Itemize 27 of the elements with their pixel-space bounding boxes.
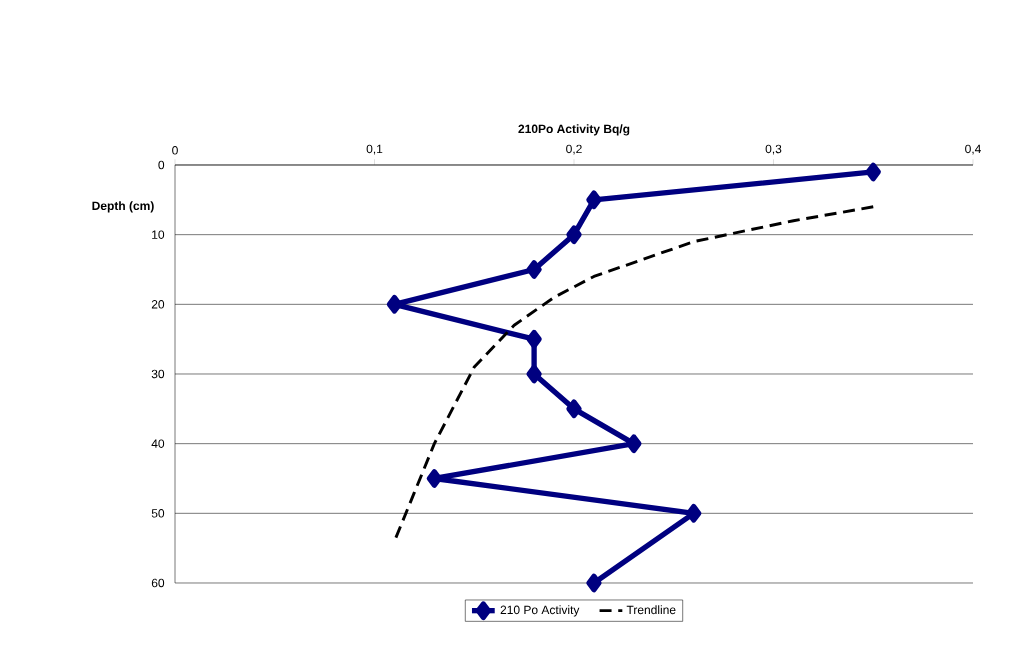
point — [586, 573, 602, 593]
point — [586, 190, 602, 210]
y-axis-title: Depth (cm) — [92, 201, 154, 213]
x-tick-label: 0,2 — [566, 144, 582, 155]
legend-label: Trendline — [626, 605, 676, 615]
point — [526, 329, 542, 349]
point — [626, 434, 642, 453]
point — [566, 225, 582, 244]
y-tick-label: 50 — [151, 509, 165, 518]
point — [566, 399, 582, 419]
x-tick-label: 0 — [172, 146, 178, 155]
y-tick-label: 40 — [151, 439, 165, 448]
x-axis-title: 210Po Activity Bq/g — [518, 124, 630, 136]
point — [526, 260, 542, 279]
x-tick-label: 0,4 — [965, 144, 981, 155]
y-tick-label: 20 — [151, 300, 165, 309]
point — [865, 162, 881, 182]
point — [526, 364, 542, 384]
point — [386, 294, 403, 314]
y-tick-label: 30 — [151, 369, 165, 379]
y-tick-label: 0 — [158, 160, 165, 170]
y-tick-label: 60 — [151, 578, 165, 588]
x-tick-label: 0,1 — [366, 144, 383, 155]
point — [686, 503, 702, 523]
legend-label: 210 Po Activity — [500, 605, 580, 617]
y-tick-label: 10 — [152, 230, 165, 239]
x-tick-label: 0,3 — [765, 144, 782, 155]
